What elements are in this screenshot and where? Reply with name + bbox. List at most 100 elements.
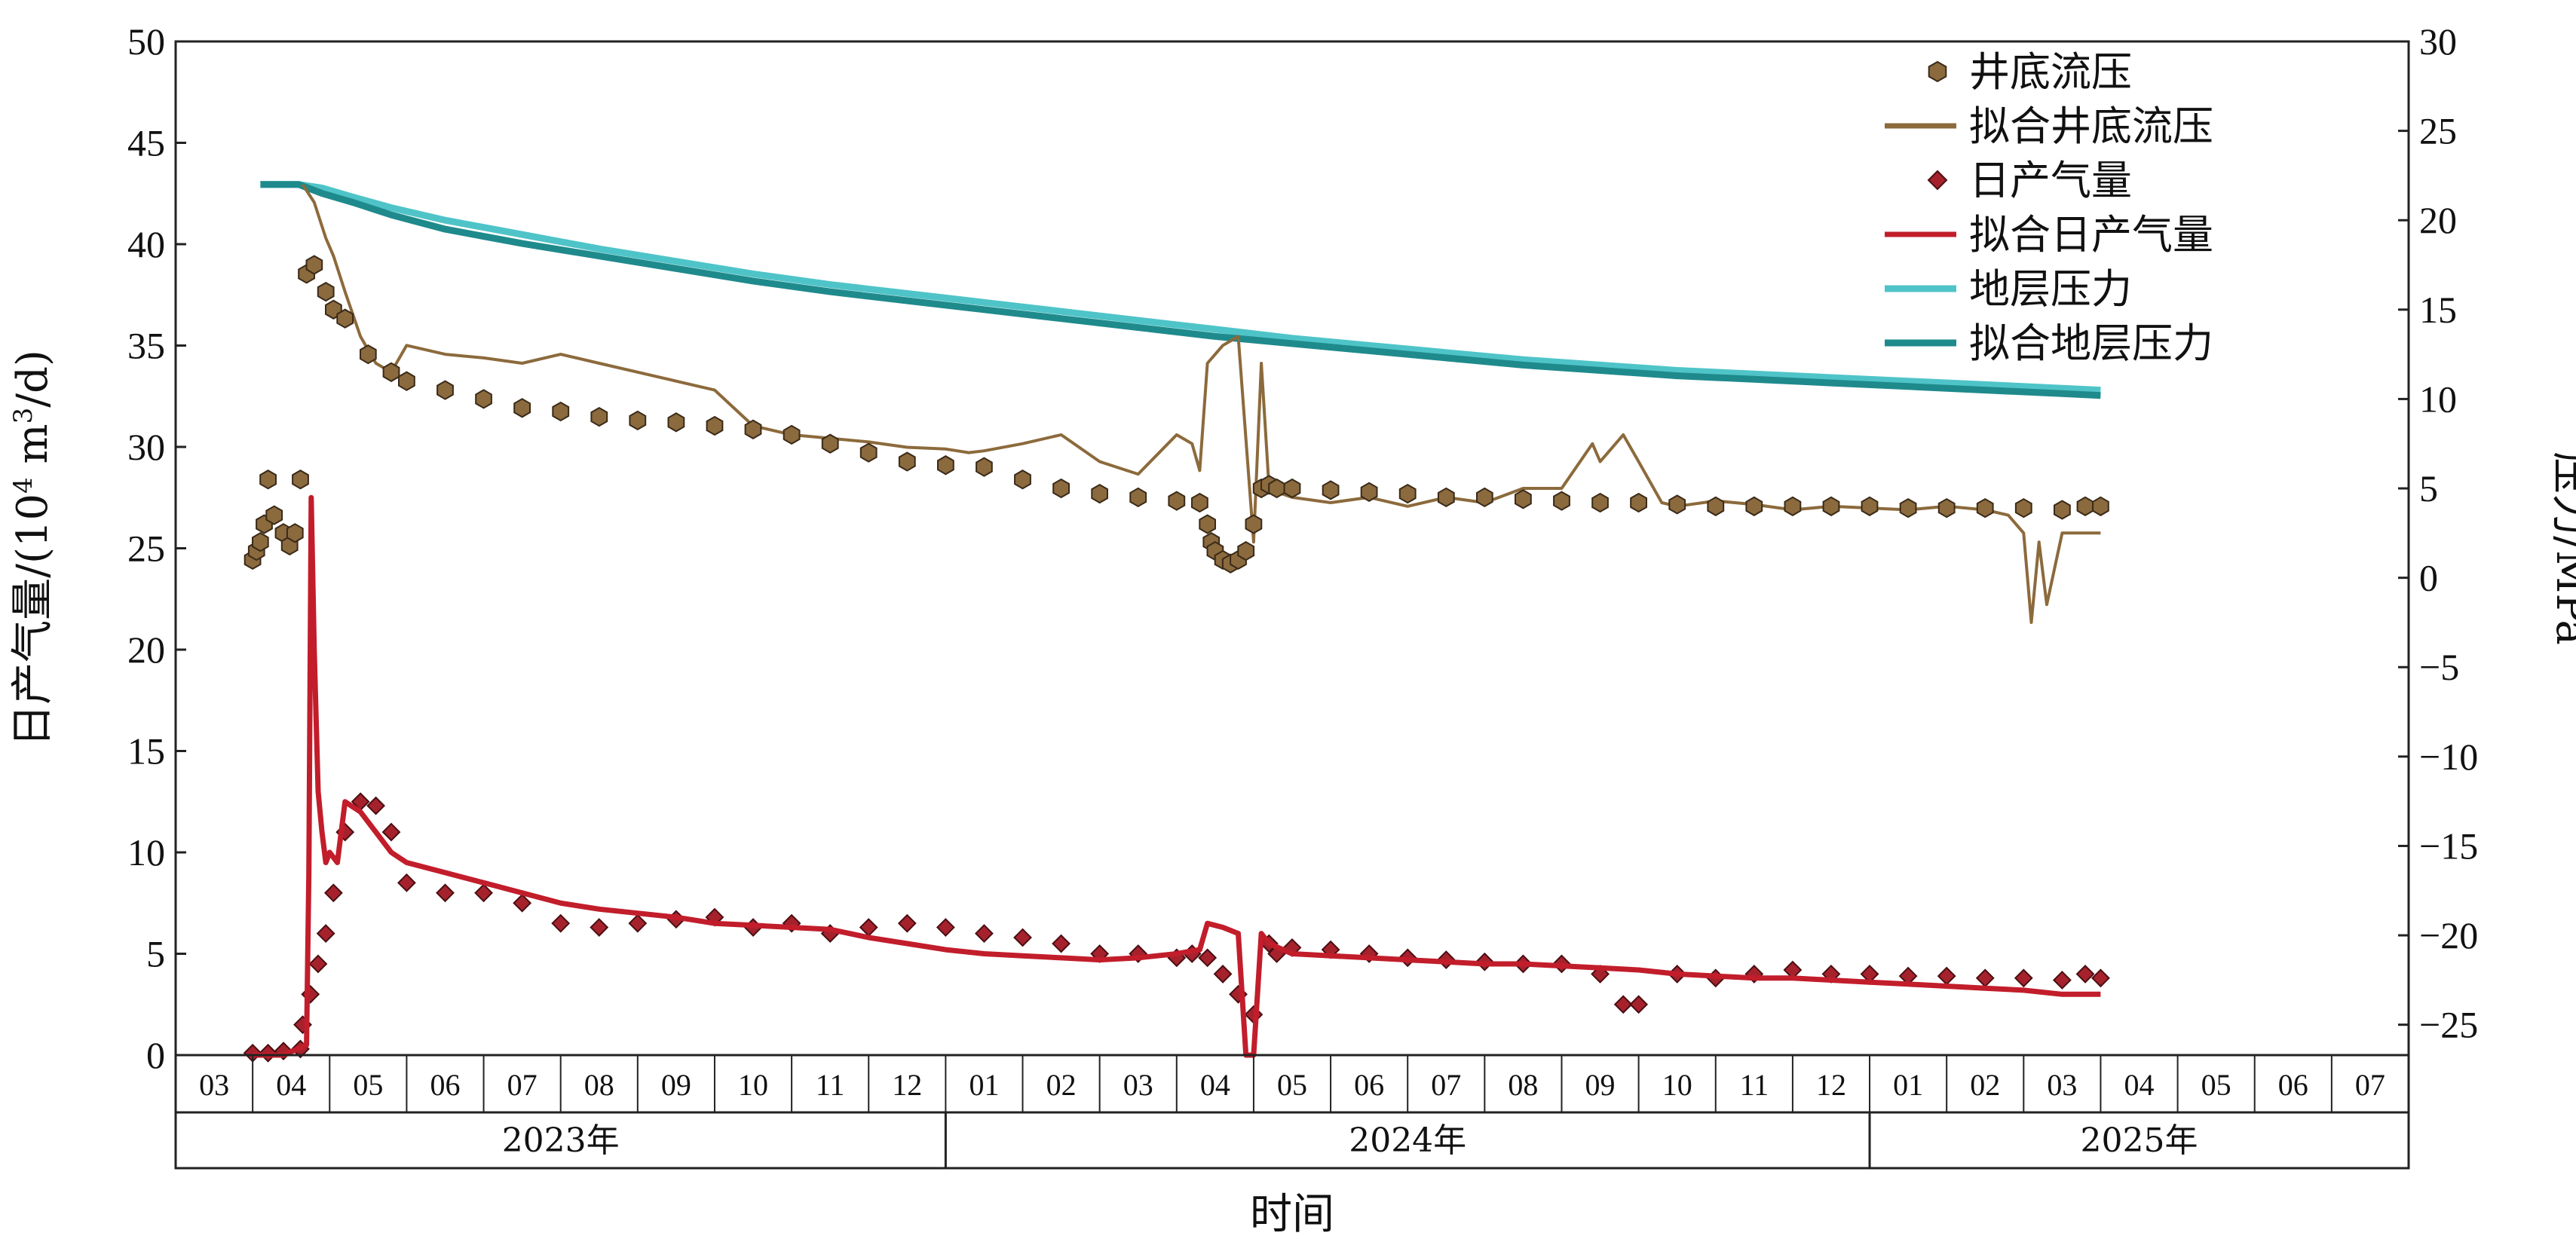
month-label: 04 [2124, 1068, 2155, 1102]
series-line-拟合地层压力 [260, 181, 2101, 399]
bhp-point [1976, 497, 1994, 519]
bhp-point [336, 308, 354, 329]
right-tick-label: 5 [2419, 467, 2438, 509]
bhp-point [2092, 496, 2109, 516]
legend-label: 拟合日产气量 [1969, 211, 2213, 259]
left-tick-label: 15 [127, 730, 165, 772]
month-label: 11 [1740, 1068, 1769, 1102]
month-label: 01 [1893, 1068, 1923, 1102]
bhp-point [252, 532, 269, 552]
left-tick-label: 20 [127, 629, 165, 671]
plot-frame [174, 40, 2410, 1057]
gas-point [316, 924, 335, 944]
month-label: 07 [2355, 1068, 2385, 1102]
right-tick-label: 10 [2419, 378, 2457, 420]
month-label: 05 [353, 1068, 383, 1102]
legend-swatch-hexagon [1928, 60, 1947, 83]
bhp-point [305, 255, 323, 275]
legend-swatch-diamond [1927, 170, 1948, 191]
month-label: 09 [661, 1068, 691, 1102]
bhp-point [667, 412, 685, 433]
bhp-point [2014, 497, 2032, 519]
gas-point [1613, 995, 1633, 1014]
bhp-point [1191, 492, 1208, 513]
gas-point [1629, 995, 1649, 1014]
month-label: 02 [1970, 1068, 2000, 1102]
bhp-point [1091, 483, 1108, 504]
bhp-point [1553, 491, 1570, 511]
month-label: 08 [584, 1068, 614, 1102]
bhp-point [1283, 478, 1301, 499]
month-label: 12 [892, 1068, 922, 1102]
bhp-point [2054, 500, 2071, 520]
month-label: 07 [1431, 1068, 1461, 1102]
month-label: 09 [1585, 1068, 1616, 1102]
bhp-point [898, 451, 916, 472]
legend-label: 拟合地层压力 [1969, 320, 2213, 367]
bhp-point [2076, 496, 2094, 516]
month-label: 03 [2047, 1068, 2077, 1102]
bhp-point [1398, 483, 1417, 504]
left-tick-label: 10 [127, 831, 165, 873]
gas-point [381, 822, 401, 842]
right-tick-label: −5 [2419, 646, 2459, 688]
axes-layer: 05101520253035404550−25−20−15−10−5051015… [127, 20, 2478, 1170]
legend-label: 拟合井底流压 [1969, 102, 2213, 150]
left-axis-title: 日产气量/(104 m3/d) [8, 350, 57, 747]
month-label: 07 [507, 1068, 538, 1102]
bhp-point [1745, 496, 1763, 516]
series-layer [243, 181, 2110, 1063]
series-line-拟合日产气量 [253, 494, 2101, 1058]
bhp-point [317, 281, 335, 302]
left-tick-label: 5 [146, 933, 165, 975]
bhp-point [1937, 497, 1956, 519]
bhp-point [937, 455, 954, 476]
series-line-拟合井底流压 [301, 183, 2101, 624]
left-tick-label: 45 [127, 122, 165, 164]
right-tick-label: 30 [2419, 20, 2457, 63]
bhp-point [744, 419, 762, 439]
bhp-point [590, 406, 608, 427]
gas-point [551, 913, 571, 933]
left-tick-label: 0 [146, 1034, 165, 1076]
bhp-point [1515, 489, 1532, 509]
bhp-point [1322, 480, 1340, 500]
bhp-point [1707, 496, 1725, 516]
bhp-point [783, 424, 801, 445]
month-label: 06 [430, 1068, 460, 1102]
legend-entry: 井底流压 [1928, 48, 2132, 96]
gas-point [628, 913, 648, 933]
gas-point [513, 893, 532, 913]
legend-entry: 拟合井底流压 [1885, 102, 2213, 150]
year-label: 2023年 [502, 1121, 620, 1160]
right-tick-label: −20 [2419, 914, 2478, 956]
plot-area [174, 40, 2410, 1057]
month-label: 04 [1200, 1068, 1230, 1102]
gas-point [590, 918, 609, 937]
bhp-point [475, 389, 492, 409]
left-tick-label: 35 [127, 325, 165, 367]
legend-entry: 地层压力 [1885, 265, 2132, 313]
year-row [174, 1111, 2410, 1170]
legend-entry: 拟合地层压力 [1885, 320, 2213, 367]
bhp-point [976, 457, 993, 477]
year-label: 2025年 [2081, 1121, 2198, 1160]
bhp-point [1245, 514, 1263, 534]
bhp-point [1476, 487, 1493, 508]
month-label: 01 [969, 1068, 999, 1102]
x-axis-title: 时间 [1250, 1190, 1334, 1239]
bhp-point [265, 505, 283, 525]
month-label: 06 [2278, 1068, 2308, 1102]
bhp-point [629, 410, 647, 431]
right-tick-label: 15 [2419, 289, 2457, 331]
gas-point [397, 873, 416, 892]
bhp-point [259, 470, 277, 490]
bhp-point [1822, 496, 1840, 516]
legend-entry: 拟合日产气量 [1885, 211, 2213, 259]
right-tick-label: −10 [2419, 736, 2478, 778]
month-label: 05 [2201, 1068, 2231, 1102]
bhp-point [552, 401, 570, 422]
gas-point [436, 883, 455, 903]
year-label: 2024年 [1349, 1121, 1466, 1160]
